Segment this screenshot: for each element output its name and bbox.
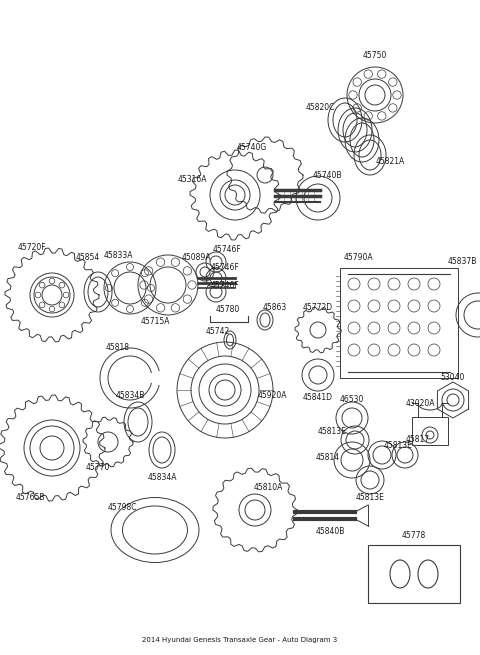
Text: 45863: 45863 <box>263 303 287 312</box>
Text: 45740B: 45740B <box>312 170 342 179</box>
Text: 45772D: 45772D <box>303 303 333 312</box>
Text: 46530: 46530 <box>340 396 364 405</box>
Text: 45834A: 45834A <box>147 474 177 483</box>
Text: 45813E: 45813E <box>384 441 412 449</box>
Bar <box>368 545 460 603</box>
Text: 45715A: 45715A <box>140 318 170 326</box>
Text: 2014 Hyundai Genesis Transaxle Gear - Auto Diagram 3: 2014 Hyundai Genesis Transaxle Gear - Au… <box>143 637 337 643</box>
Text: 45746F: 45746F <box>213 246 241 255</box>
Text: 45746F: 45746F <box>211 263 240 272</box>
Text: 43020A: 43020A <box>405 398 435 407</box>
Text: 45780: 45780 <box>216 305 240 314</box>
Text: 45820C: 45820C <box>305 103 335 113</box>
Bar <box>340 268 458 378</box>
Text: 53040: 53040 <box>441 373 465 383</box>
Text: 45817: 45817 <box>406 436 430 445</box>
Text: 45790A: 45790A <box>343 253 373 263</box>
Text: 45742: 45742 <box>206 328 230 337</box>
Text: 45818: 45818 <box>106 343 130 352</box>
Text: 45854: 45854 <box>76 253 100 263</box>
Text: 45813E: 45813E <box>356 493 384 502</box>
Text: 45746F: 45746F <box>211 280 240 290</box>
Text: 45720F: 45720F <box>18 244 46 252</box>
Text: 45841D: 45841D <box>303 392 333 402</box>
Text: 45778: 45778 <box>402 531 426 540</box>
Text: 45740G: 45740G <box>237 143 267 153</box>
Text: 45798C: 45798C <box>107 504 137 512</box>
Text: 45833A: 45833A <box>103 250 133 259</box>
Text: 45770: 45770 <box>86 462 110 472</box>
Text: 45810A: 45810A <box>253 483 283 493</box>
Text: 45834B: 45834B <box>115 390 144 400</box>
Text: 45089A: 45089A <box>181 252 211 261</box>
Text: 45813E: 45813E <box>318 428 347 436</box>
Text: 45765B: 45765B <box>15 493 45 502</box>
Bar <box>412 417 448 445</box>
Text: 45750: 45750 <box>363 50 387 60</box>
Text: 45920A: 45920A <box>257 392 287 400</box>
Text: 45814: 45814 <box>316 453 340 462</box>
Text: 45821A: 45821A <box>375 157 405 166</box>
Text: 45840B: 45840B <box>315 527 345 536</box>
Text: 45837B: 45837B <box>447 257 477 267</box>
Text: 45316A: 45316A <box>177 176 207 185</box>
